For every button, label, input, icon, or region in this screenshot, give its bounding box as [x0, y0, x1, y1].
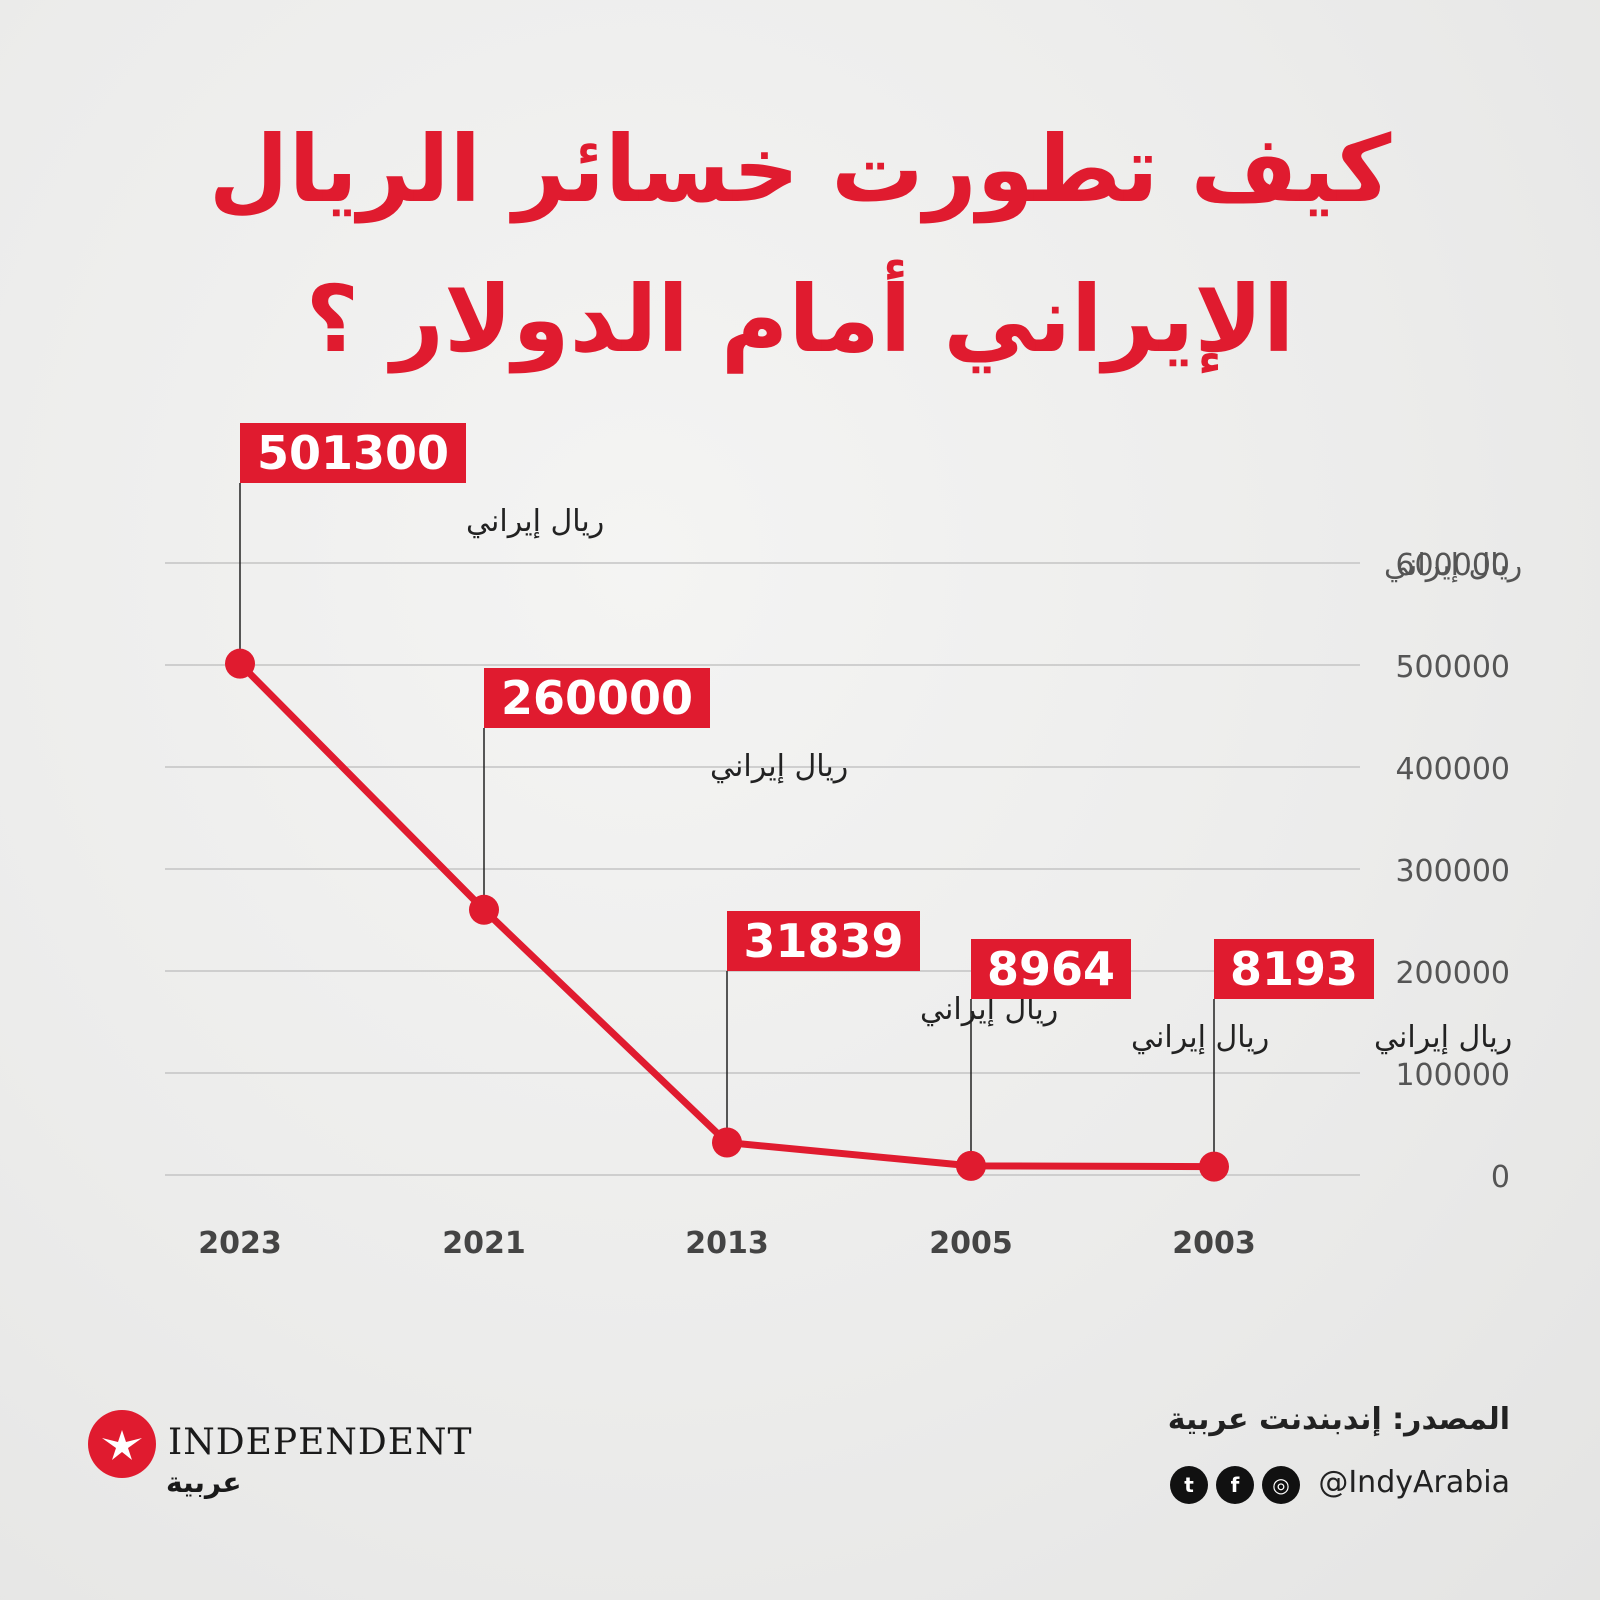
data-point: [469, 894, 499, 925]
instagram-icon[interactable]: ◎: [1262, 1466, 1300, 1504]
y-tick-label: 100000: [1395, 1058, 1510, 1093]
y-tick-label: 600000: [1395, 548, 1510, 583]
x-tick-label: 2003: [1172, 1226, 1256, 1261]
data-unit-label: ريال إيراني: [1131, 1020, 1269, 1055]
data-unit-label: ريال إيراني: [1374, 1020, 1512, 1055]
data-point: [956, 1150, 986, 1181]
title-line-2: الإيراني أمام الدولار ؟: [305, 266, 1295, 373]
y-axis-label: ريال إيراني: [1384, 548, 1522, 583]
callout-box: [1214, 939, 1374, 999]
title-line-1: كيف تطورت خسائر الريال: [208, 116, 1392, 223]
logo-wordmark: INDEPENDENT: [168, 1422, 473, 1463]
y-tick-label: 400000: [1395, 752, 1510, 787]
x-tick-label: 2023: [198, 1226, 282, 1261]
data-label: 8964: [987, 942, 1115, 996]
facebook-icon[interactable]: f: [1216, 1466, 1254, 1504]
data-unit-label: ريال إيراني: [466, 504, 604, 539]
data-label: 260000: [501, 671, 693, 725]
data-point: [1199, 1151, 1229, 1182]
logo-subtitle: عربية: [166, 1466, 242, 1499]
callout-box: [971, 939, 1131, 999]
y-tick-label: 200000: [1395, 956, 1510, 991]
source-text: المصدر: إندبندنت عربية: [1167, 1402, 1510, 1437]
twitter-icon[interactable]: t: [1170, 1466, 1208, 1504]
data-label: 501300: [257, 426, 449, 480]
y-tick-label: 300000: [1395, 854, 1510, 889]
data-point: [712, 1127, 742, 1158]
callout-box: [484, 668, 710, 728]
chart-title: كيف تطورت خسائر الريال الإيراني أمام الد…: [100, 95, 1500, 395]
callout-box: [240, 423, 466, 483]
social-handle[interactable]: @IndyArabia: [1318, 1465, 1510, 1500]
data-unit-label: ريال إيراني: [710, 749, 848, 784]
data-label: 31839: [743, 914, 903, 968]
x-tick-label: 2013: [685, 1226, 769, 1261]
y-tick-label: 0: [1491, 1160, 1510, 1195]
data-label: 8193: [1230, 942, 1358, 996]
x-tick-label: 2021: [442, 1226, 526, 1261]
y-tick-label: 500000: [1395, 650, 1510, 685]
callout-box: [727, 911, 920, 971]
eagle-icon: [88, 1410, 156, 1478]
data-point: [225, 648, 255, 679]
x-tick-label: 2005: [929, 1226, 1013, 1261]
social-icons: t f ◎: [1170, 1466, 1300, 1504]
